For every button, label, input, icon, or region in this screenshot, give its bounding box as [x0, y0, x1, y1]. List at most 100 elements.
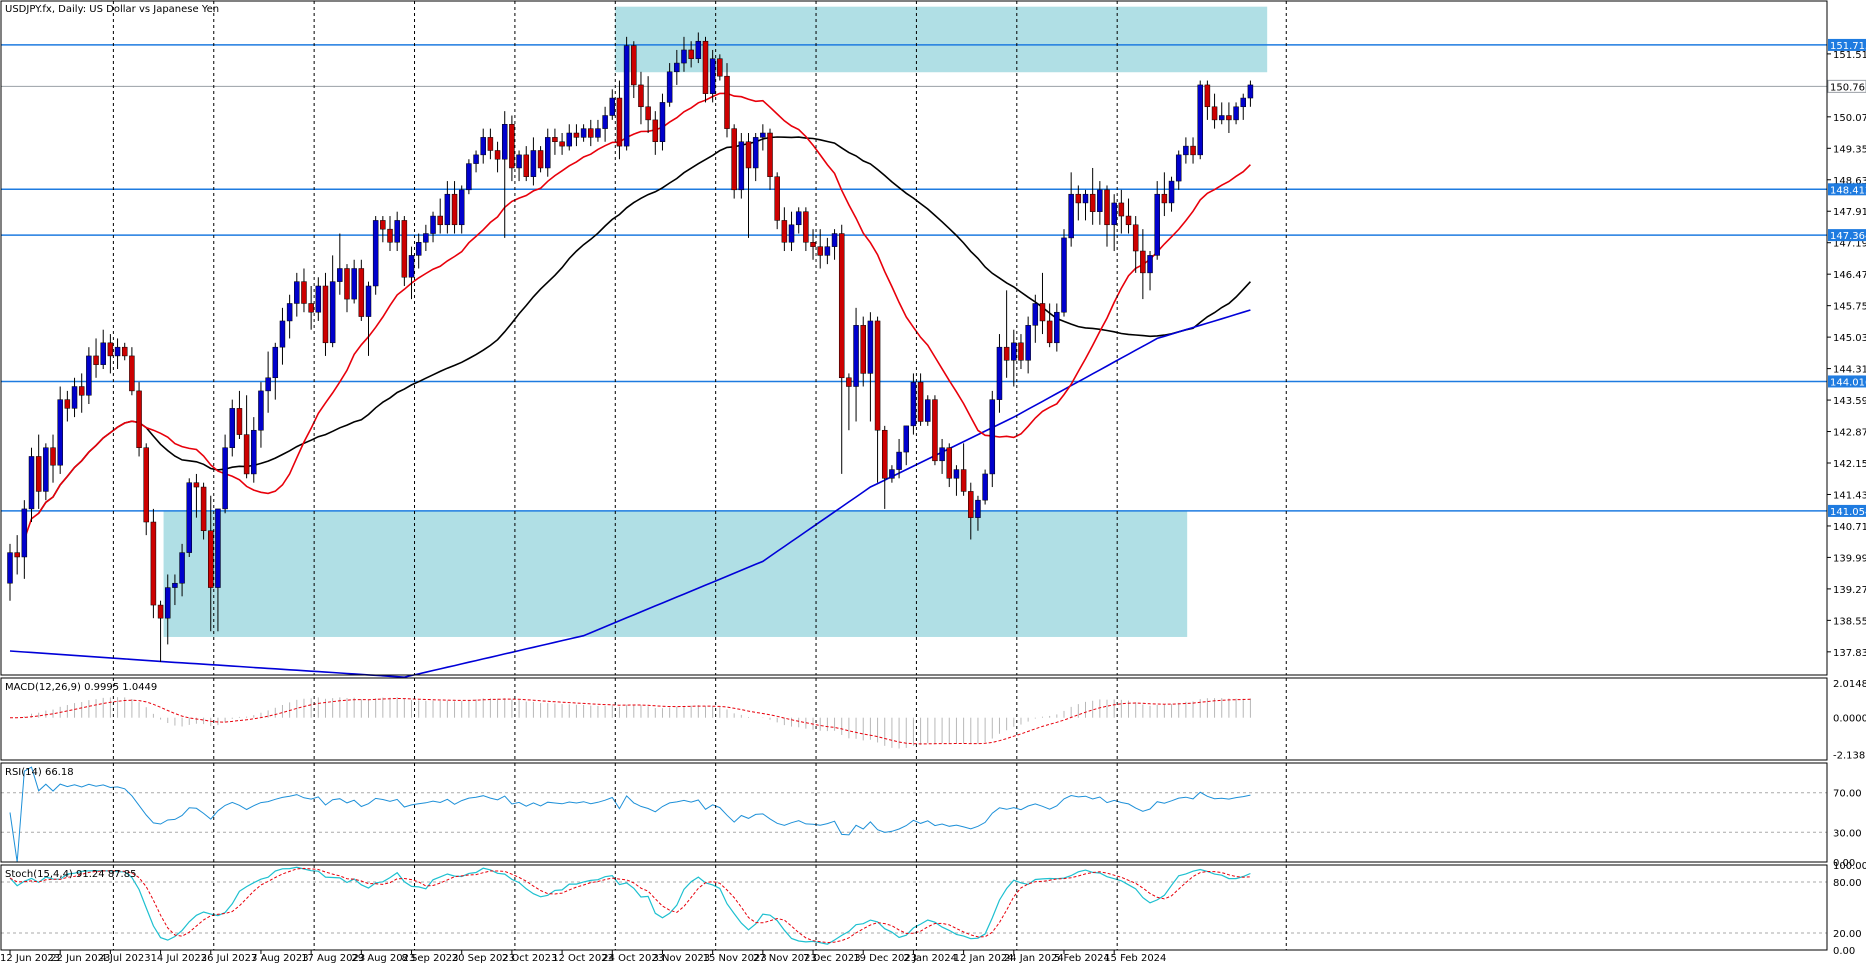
macd-tick-label: 0.0000 [1833, 714, 1866, 725]
candle-body [1054, 311, 1060, 344]
candle-body [193, 482, 200, 488]
x-tick-label: 26 Jul 2023 [201, 953, 258, 964]
candle-body [1089, 193, 1096, 212]
x-tick-label: 12 Jun 2023 [0, 953, 60, 964]
candle-body [329, 281, 336, 344]
price-panel[interactable] [1, 6, 1827, 679]
rsi-tick-label: 70.00 [1833, 789, 1862, 800]
price-tick-label: 151.510 [1833, 50, 1866, 61]
candle-body [21, 508, 28, 558]
candle-body [537, 150, 544, 169]
candle-body [860, 325, 866, 374]
candle-body [1032, 303, 1039, 326]
candle-body [1104, 189, 1110, 226]
candle-body [867, 320, 874, 374]
candle-body [516, 154, 522, 169]
candle-body [559, 141, 565, 147]
candle-body [1197, 84, 1203, 156]
ma200-line [9, 309, 1251, 679]
ma50-line [38, 136, 1251, 514]
candle-body [301, 281, 307, 304]
candle-body [215, 508, 221, 588]
candle-body [982, 473, 988, 501]
candle-body [243, 434, 250, 475]
x-tick-label: 7 Aug 2023 [251, 953, 309, 964]
candle-body [1226, 115, 1232, 121]
candle-body [695, 40, 702, 59]
x-tick-label: 7 Dec 2023 [803, 953, 861, 964]
candle-body [795, 211, 802, 226]
candle-body [932, 399, 938, 462]
candle-body [473, 154, 479, 164]
candle-body [968, 491, 974, 518]
candle-body [172, 582, 178, 588]
candle-body [1154, 193, 1160, 256]
candle-body [552, 137, 558, 142]
x-tick-label: 12 Oct 2023 [552, 953, 614, 964]
candle-body [401, 220, 408, 278]
level-price-tag [1828, 375, 1866, 388]
macd-tick-label: 2.0148 [1833, 679, 1866, 690]
price-tick-label: 139.990 [1833, 553, 1866, 564]
candle-body [229, 408, 236, 448]
candle-body [989, 399, 996, 475]
x-tick-label: 8 Sep 2023 [402, 953, 459, 964]
price-tick-label: 148.630 [1833, 176, 1866, 187]
level-price-label: 141.054 [1830, 507, 1866, 518]
candle-body [917, 381, 924, 422]
candle-body [709, 58, 716, 94]
candle-body [150, 521, 157, 606]
macd-signal-line [10, 697, 1251, 745]
price-tick-label: 149.350 [1833, 144, 1866, 155]
candle-body [1018, 342, 1024, 361]
candle-body [960, 469, 967, 492]
candle-body [573, 132, 580, 138]
candle-body [294, 281, 300, 304]
level-price-tag [1828, 504, 1866, 517]
candle-body [408, 255, 415, 278]
stoch-panel[interactable] [1, 866, 1827, 945]
level-price-label: 151.715 [1830, 41, 1866, 52]
candle-body [423, 233, 429, 243]
candle-body [1211, 106, 1218, 121]
candle-body [975, 499, 981, 518]
stoch-main-line [9, 866, 1251, 945]
candle-body [717, 58, 723, 77]
stoch-tick-label: 20.00 [1833, 929, 1862, 940]
level-price-label: 148.412 [1830, 185, 1866, 196]
candle-body [1118, 202, 1125, 217]
candle-body [946, 447, 953, 479]
candle-body [279, 320, 286, 348]
x-tick-label: 12 Jan 2024 [954, 953, 1014, 964]
rsi-tick-label: 0.00 [1833, 858, 1855, 869]
candle-body [1003, 346, 1010, 361]
x-tick-label: 2 Jan 2024 [903, 953, 957, 964]
candle-body [810, 242, 816, 247]
rsi-panel[interactable] [1, 766, 1827, 863]
candle-body [380, 220, 386, 230]
candle-body [817, 246, 823, 256]
candle-body [731, 128, 737, 191]
price-tick-label: 142.150 [1833, 459, 1866, 470]
candle-body [609, 97, 616, 116]
candle-body [752, 137, 759, 169]
macd-panel[interactable] [10, 697, 1251, 749]
candle-body [1168, 180, 1175, 204]
candle-body [308, 303, 314, 313]
candle-body [631, 45, 637, 86]
stoch-tick-label: 80.00 [1833, 878, 1862, 889]
price-tick-label: 144.310 [1833, 365, 1866, 376]
candle-body [394, 220, 400, 243]
candle-body [889, 469, 895, 479]
candle-body [1075, 193, 1082, 204]
candle-body [86, 355, 92, 396]
candle-body [480, 137, 486, 156]
candle-body [444, 193, 451, 226]
candle-body [78, 386, 85, 396]
candle-body [767, 132, 773, 177]
panel-border [0, 677, 1828, 761]
